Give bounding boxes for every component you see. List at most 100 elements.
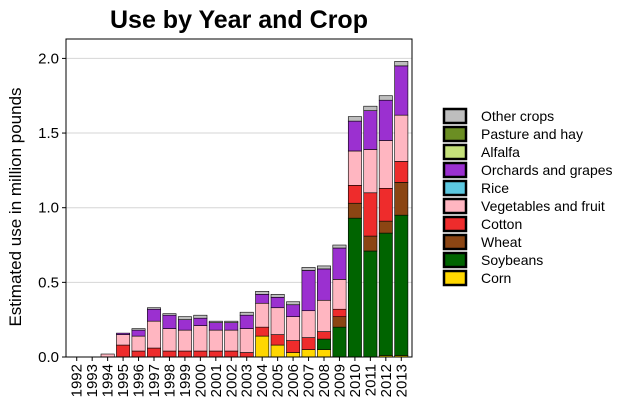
bar-segment <box>255 326 270 337</box>
bar-segment <box>394 65 409 116</box>
bar-segment <box>301 270 316 312</box>
bar-segment <box>347 217 362 358</box>
bar-segment <box>224 329 239 352</box>
legend-swatch <box>442 197 468 215</box>
bar-segment <box>224 322 239 331</box>
x-tick-label: 1992 <box>69 364 86 397</box>
x-tick-label: 2000 <box>192 364 209 397</box>
bar-segment <box>255 302 270 328</box>
legend-swatch <box>442 269 468 287</box>
bar-segment <box>270 344 285 358</box>
bar-segment <box>193 317 208 326</box>
bar-segment <box>347 150 362 186</box>
bar-segment <box>177 350 192 358</box>
bars <box>100 61 409 358</box>
plot-frame <box>65 38 413 358</box>
bar-segment <box>301 349 316 358</box>
bar-segment <box>301 337 316 350</box>
bar-segment <box>378 95 393 101</box>
legend-label: Cotton <box>481 216 522 232</box>
bar-segment <box>378 99 393 141</box>
bar-segment <box>332 244 347 249</box>
x-tick-label: 2006 <box>285 364 302 397</box>
bar-segment <box>286 340 301 353</box>
legend-label: Soybeans <box>481 252 543 268</box>
bar-segment <box>255 293 270 304</box>
bar-segment <box>131 328 146 331</box>
bar-segment <box>177 329 192 352</box>
bar-segment <box>239 352 254 358</box>
x-tick-label: 1993 <box>84 364 101 397</box>
y-tick-label: 0.5 <box>38 274 59 291</box>
legend-swatch <box>442 143 468 161</box>
bar-segment <box>317 265 331 270</box>
y-tick-label: 0.0 <box>38 349 59 366</box>
x-tick-label: 1996 <box>131 364 148 397</box>
x-tick-label: 2005 <box>270 364 287 397</box>
bar-segment <box>177 316 192 320</box>
bar-segment <box>286 301 301 306</box>
bar-segment <box>394 114 409 162</box>
bar-segment <box>239 328 254 353</box>
bar-segment <box>162 314 177 329</box>
x-tick-label: 2007 <box>301 364 318 397</box>
bar-segment <box>317 338 331 350</box>
bar-segment <box>193 314 208 319</box>
x-tick-label: 2009 <box>331 364 348 397</box>
x-tick-label: 2010 <box>347 364 364 397</box>
legend-swatch <box>442 251 468 269</box>
bar-segment <box>332 326 347 358</box>
y-axis-ticks: 0.0 0.5 1.0 1.5 2.0 <box>38 50 66 366</box>
x-tick-label: 2013 <box>393 364 410 397</box>
legend-swatch <box>442 107 468 125</box>
bar-segment <box>378 187 393 222</box>
bar-segment <box>147 307 161 310</box>
bar-segment <box>162 350 177 358</box>
bar-segment <box>270 307 285 335</box>
bar-segment <box>224 320 239 323</box>
bar-segment <box>286 352 301 358</box>
bar-segment <box>347 116 362 122</box>
bar-segment <box>255 335 270 358</box>
bar-segment <box>208 329 223 352</box>
bar-segment <box>116 334 131 346</box>
bar-segment <box>208 322 223 331</box>
bar-segment <box>394 214 409 356</box>
bar-segment <box>347 120 362 152</box>
legend: Other crops Pasture and hay Alfalfa Orchard… <box>442 107 613 287</box>
bar-segment <box>317 299 331 332</box>
x-tick-label: 1998 <box>161 364 178 397</box>
bar-segment <box>394 182 409 216</box>
x-tick-label: 2003 <box>239 364 256 397</box>
x-axis-ticks: 1992199319941995199619971998199920002001… <box>69 357 410 397</box>
legend-label: Other crops <box>481 108 554 124</box>
bar-segment <box>394 161 409 183</box>
legend-swatch <box>442 233 468 251</box>
bar-segment <box>193 325 208 352</box>
legend-label: Vegetables and fruit <box>481 198 605 214</box>
chart-title: Use by Year and Crop <box>110 6 368 34</box>
bar-segment <box>363 110 378 150</box>
bar-segment <box>363 149 378 194</box>
bar-segment <box>131 329 146 337</box>
bar-segment <box>332 279 347 310</box>
bar-segment <box>239 311 254 316</box>
bar-segment <box>394 61 409 67</box>
y-tick-label: 1.5 <box>38 125 59 142</box>
legend-swatch <box>442 125 468 143</box>
bar-segment <box>116 332 131 335</box>
bar-segment <box>332 247 347 280</box>
legend-label: Pasture and hay <box>481 126 583 142</box>
bar-segment <box>147 320 161 349</box>
bar-segment <box>193 350 208 358</box>
bar-segment <box>147 347 161 358</box>
x-tick-label: 2004 <box>254 364 271 397</box>
legend-swatch <box>442 161 468 179</box>
bar-segment <box>162 328 177 352</box>
bar-segment <box>363 250 378 358</box>
x-tick-label: 1994 <box>100 364 117 397</box>
bar-segment <box>224 350 239 358</box>
x-tick-label: 2011 <box>362 364 379 396</box>
legend-label: Alfalfa <box>481 144 520 160</box>
x-tick-label: 1999 <box>177 364 194 397</box>
